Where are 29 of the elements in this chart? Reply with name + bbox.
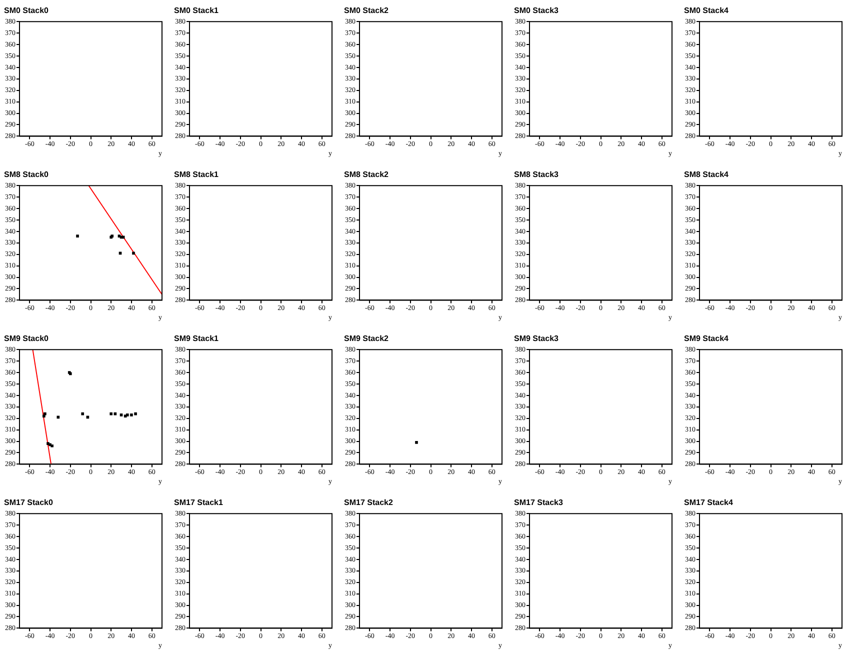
point [130,414,133,416]
point [120,414,123,416]
chart-title: SM9 Stack4 [684,334,730,344]
chart-title: SM8 Stack0 [4,170,50,180]
chart-title: SM17 Stack0 [4,498,54,508]
chart-title: SM0 Stack4 [684,6,730,16]
chart-title: SM9 Stack3 [514,334,560,344]
chart-title: SM17 Stack3 [514,498,564,508]
chart-title: SM8 Stack4 [684,170,730,180]
chart-title: SM17 Stack4 [684,498,734,508]
point [110,412,113,416]
chart-title: SM0 Stack3 [514,6,560,16]
chart-title: SM0 Stack0 [4,6,50,16]
chart-title: SM9 Stack1 [174,334,220,344]
chart-title: SM17 Stack1 [174,498,224,508]
point [76,234,79,238]
chart-title: SM0 Stack1 [174,6,220,16]
chart-title: SM8 Stack2 [344,170,390,180]
point [134,412,137,416]
chart-title: SM0 Stack2 [344,6,390,16]
chart-title: SM9 Stack2 [344,334,390,344]
point [42,414,46,418]
chart-title: SM8 Stack1 [174,170,220,180]
chart-title: SM9 Stack0 [4,334,50,344]
point [44,412,46,416]
point [132,252,135,255]
point [81,412,84,416]
chart-title: SM17 Stack2 [344,498,394,508]
chart-title: SM8 Stack3 [514,170,560,180]
